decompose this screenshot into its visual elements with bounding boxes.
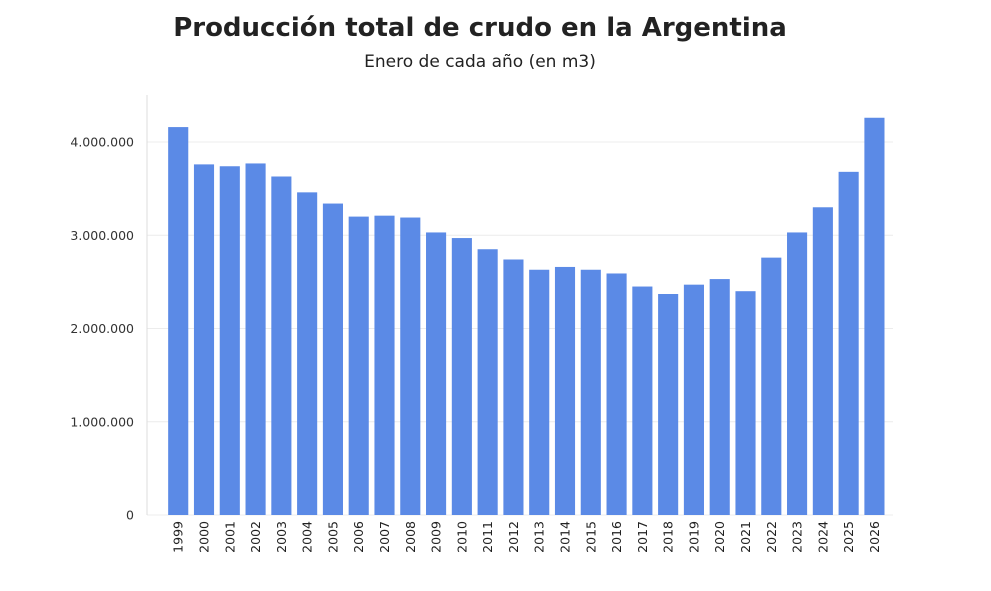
x-tick-label: 2003 (274, 521, 289, 553)
bar-2025 (838, 171, 859, 515)
y-tick-label: 0 (126, 508, 134, 523)
chart-subtitle: Enero de cada año (en m3) (364, 52, 596, 72)
x-tick-label: 2006 (351, 521, 366, 553)
bar-2014 (554, 266, 576, 515)
x-tick-label: 2021 (738, 521, 753, 553)
bar-2013 (529, 269, 550, 515)
x-tick-label: 2022 (764, 521, 779, 553)
bar-2015 (580, 269, 601, 515)
bar-2006 (348, 216, 369, 515)
x-tick-label: 2026 (867, 521, 882, 553)
x-tick-label: 2007 (377, 521, 392, 553)
x-tick-label: 2020 (712, 521, 727, 553)
x-tick-label: 2017 (635, 521, 650, 553)
bar-2016 (606, 273, 627, 515)
bar-2021 (735, 291, 756, 515)
x-tick-label: 2000 (197, 521, 212, 553)
x-tick-label: 2019 (686, 521, 701, 553)
bar-2004 (297, 192, 318, 515)
y-tick-label: 1.000.000 (70, 414, 134, 429)
x-tick-label: 2008 (403, 521, 418, 553)
bar-2007 (374, 215, 395, 516)
x-tick-label: 2016 (609, 521, 624, 553)
x-tick-label: 2001 (222, 521, 237, 553)
bar-2003 (271, 176, 292, 515)
x-tick-label: 2018 (661, 521, 676, 553)
bar-2010 (451, 238, 472, 516)
bar-2019 (683, 284, 704, 515)
bar-2001 (219, 166, 240, 515)
y-tick-label: 2.000.000 (70, 321, 134, 336)
bar-2000 (193, 164, 215, 515)
bar-2024 (812, 207, 833, 515)
bar-2017 (632, 286, 653, 515)
x-tick-label: 2012 (506, 521, 521, 553)
bar-2018 (658, 294, 679, 515)
x-tick-label: 2013 (532, 521, 547, 553)
bar-2002 (245, 163, 266, 515)
y-tick-label: 3.000.000 (70, 228, 134, 243)
x-tick-label: 2010 (454, 521, 469, 553)
bar-2012 (503, 259, 524, 515)
bar-2008 (400, 217, 421, 515)
bar-1999 (168, 127, 189, 515)
x-tick-label: 2011 (480, 521, 495, 553)
x-tick-label: 2002 (248, 521, 263, 553)
x-tick-label: 2023 (790, 521, 805, 553)
bar-2022 (761, 257, 782, 515)
bar-2020 (709, 279, 730, 515)
bars (168, 117, 885, 516)
x-axis-ticks: 1999 2000 2001 2002 2003 2004 2005 2006 2007 2008… (171, 521, 882, 553)
x-tick-label: 1999 (171, 521, 186, 553)
x-tick-label: 2014 (558, 521, 573, 553)
bar-2026 (864, 117, 885, 515)
x-tick-label: 2004 (300, 521, 315, 553)
x-tick-label: 2009 (429, 521, 444, 553)
bar-2005 (322, 203, 343, 516)
x-tick-label: 2024 (815, 521, 830, 553)
y-axis-ticks: 0 1.000.000 2.000.000 3.000.000 4.000.000 (70, 135, 134, 523)
x-tick-label: 2025 (841, 521, 856, 553)
bar-2009 (426, 232, 447, 515)
bar-2023 (787, 232, 808, 515)
bar-2011 (477, 249, 498, 516)
chart-title: Producción total de crudo en la Argentin… (173, 13, 787, 43)
x-tick-label: 2005 (325, 521, 340, 553)
y-tick-label: 4.000.000 (70, 135, 134, 150)
x-tick-label: 2015 (583, 521, 598, 553)
